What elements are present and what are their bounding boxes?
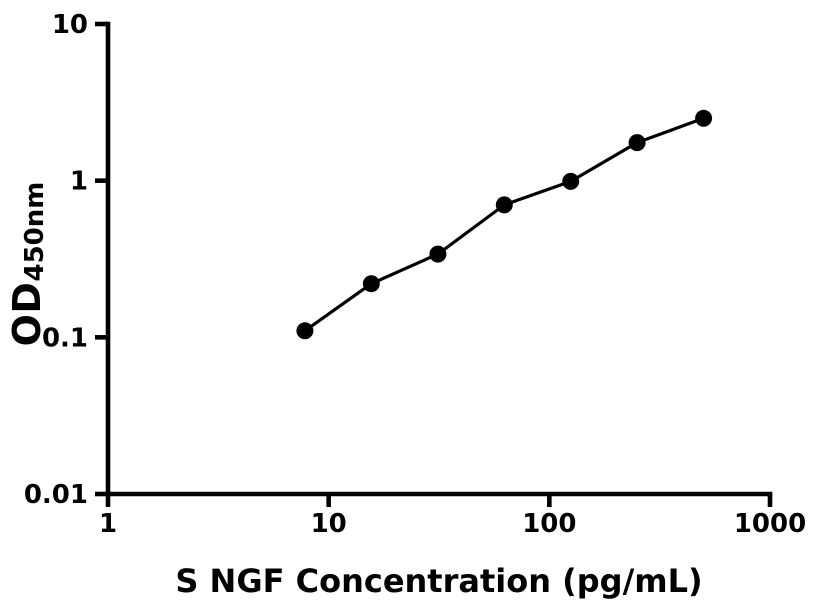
- x-tick-label-1: 1: [99, 509, 117, 539]
- data-point-x15.6: [362, 275, 380, 293]
- y-axis-title-main: OD: [5, 281, 49, 347]
- y-tick-label-10: 10: [52, 10, 88, 40]
- y-axis-title-subscript: 450nm: [20, 181, 50, 282]
- series-line: [303, 116, 705, 333]
- data-point-x31.25: [429, 245, 447, 263]
- y-tick-label-1: 1: [70, 167, 88, 197]
- x-tick-label-1000: 1000: [734, 509, 806, 539]
- data-point-x7.8: [296, 322, 314, 340]
- y-tick-label-0.1: 0.1: [42, 323, 88, 353]
- x-axis-title: S NGF Concentration (pg/mL): [175, 562, 703, 600]
- y-axis-title: OD 450nm: [5, 181, 50, 347]
- data-point-x125: [562, 172, 580, 190]
- x-tick-label-100: 100: [522, 509, 576, 539]
- data-point-x500: [695, 109, 713, 127]
- data-point-x250: [628, 134, 646, 152]
- y-tick-label-0.01: 0.01: [24, 480, 88, 510]
- x-tick-label-10: 10: [311, 509, 347, 539]
- data-point-x62.5: [495, 196, 513, 214]
